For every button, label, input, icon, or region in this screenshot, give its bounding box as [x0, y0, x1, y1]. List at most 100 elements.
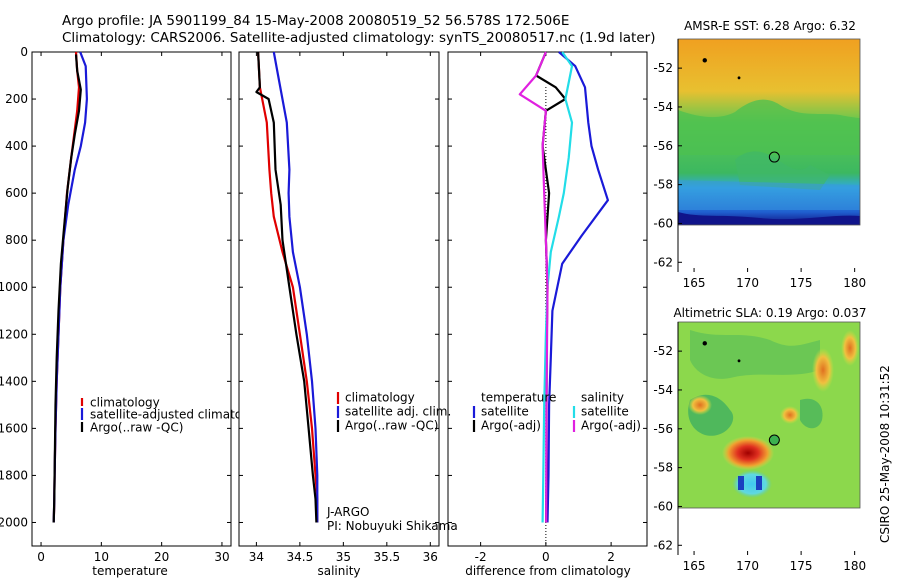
sla_map-ytick-label: -52 [653, 344, 673, 358]
sst_map-ytick-label: -52 [653, 61, 673, 75]
sla_map-xtick-label: 170 [736, 559, 759, 573]
salinity-plot: 34 34.5 35 35.5 36 [239, 51, 439, 564]
sst_map-ytick-label: -54 [653, 100, 673, 114]
annotation-pi: PI: Nobuyuki Shikama [327, 519, 458, 533]
sst-map-axes: 165 170 175 180 -52 -54 -56 -58 -60 -62 [653, 39, 866, 290]
sla-map-axes: 165 170 175 180 -52 -54 -56 -58 -60 -62 [653, 322, 866, 573]
side-timestamp: CSIRO 25-May-2008 10:31:52 [878, 365, 892, 543]
difference-xtick-label: -2 [475, 550, 487, 564]
difference-plot: -2 0 2 [448, 51, 647, 564]
legend-heading-salinity: salinity [581, 391, 624, 405]
sst_map-ytick-label: -58 [653, 178, 673, 192]
sla-orange-anomaly-3 [688, 395, 712, 415]
sla-blue-cell-1 [738, 476, 744, 490]
temperature-ytick-label: 800 [5, 233, 28, 247]
sst_map-xtick-label: 180 [843, 276, 866, 290]
salinity-xtick-label: 35 [336, 550, 351, 564]
sla-orange-anomaly-1 [812, 348, 834, 392]
sla-red-anomaly [722, 436, 774, 470]
legend-label-salinity-argo: Argo(-adj) [581, 419, 641, 433]
sst_map-island-dot [737, 76, 741, 80]
legend-label-argo: Argo(..raw -QC) [345, 419, 438, 433]
sst_map-xtick-label: 170 [736, 276, 759, 290]
sla-blue-cell-2 [756, 476, 762, 490]
sst-dark-blue-band [678, 212, 860, 225]
sla-green-patch-1 [690, 330, 820, 379]
sla_map-float-marker [768, 434, 780, 446]
legend-label-temperature-satellite: satellite [481, 405, 529, 419]
sla-orange-anomaly-2 [841, 330, 859, 366]
temperature-plot: 0 10 20 30 0 200 400 600 800 1000 1200 1400 1600 1800… [0, 45, 231, 564]
temperature-xtick-label: 0 [37, 550, 45, 564]
temperature-xtick-label: 10 [94, 550, 109, 564]
sla_map-island-dot [702, 341, 707, 346]
sst_map-ytick-label: -60 [653, 216, 673, 230]
temperature-legend: climatology satellite-adjusted climatolo… [80, 396, 268, 435]
temperature-ytick-label: 400 [5, 139, 28, 153]
figure-title-line-2: Climatology: CARS2006. Satellite-adjuste… [62, 30, 655, 46]
temperature-axes [31, 51, 232, 547]
salinity-xtick-label: 36 [423, 550, 438, 564]
temperature-ytick-label: 1000 [0, 280, 28, 294]
sla_map-ytick-label: -54 [653, 383, 673, 397]
salinity-xtick-label: 35.5 [373, 550, 400, 564]
difference-series-salinity-satellite [541, 51, 574, 523]
sla_map-xtick-label: 175 [790, 559, 813, 573]
difference-xtick-label: 0 [542, 550, 550, 564]
temperature-xlabel: temperature [92, 564, 167, 578]
sla_map-ytick-label: -56 [653, 422, 673, 436]
sla_map-xtick-label: 180 [843, 559, 866, 573]
sst-map-heatmap [678, 39, 860, 225]
temperature-xtick-label: 30 [214, 550, 229, 564]
sst_map-xtick-label: 165 [683, 276, 706, 290]
salinity-xtick-label: 34 [249, 550, 264, 564]
sst_map-float-marker [768, 151, 780, 163]
sla_map-ytick-label: -58 [653, 461, 673, 475]
legend-label-climatology: climatology [90, 396, 160, 410]
temperature-series-climatology [52, 51, 81, 523]
temperature-ytick-label: 1200 [0, 327, 28, 341]
legend-label-temperature-argo: Argo(-adj) [481, 419, 541, 433]
sla-map-heatmap [678, 322, 860, 508]
legend-label-argo: Argo(..raw -QC) [90, 421, 183, 435]
temperature-ytick-label: 1800 [0, 468, 28, 482]
legend-label-climatology: climatology [345, 391, 415, 405]
sst-blue-band [678, 180, 860, 210]
difference-xtick-label: 2 [607, 550, 615, 564]
legend-label-satellite-adjusted: satellite-adjusted climatology [90, 408, 268, 422]
temperature-xtick-label: 20 [154, 550, 169, 564]
temperature-ytick-label: 2000 [0, 515, 28, 529]
temperature-series-argo-raw-qc [52, 54, 82, 523]
sla_map-ytick-label: -62 [653, 538, 673, 552]
salinity-series-satellite-adj-clim [272, 51, 319, 523]
difference-legend: temperature satellite Argo(-adj) salinit… [472, 391, 641, 433]
sst_map-island-dot [702, 58, 707, 63]
sst-green-band [678, 99, 860, 155]
temperature-ytick-label: 200 [5, 92, 28, 106]
sla-orange-anomaly-4 [780, 406, 800, 424]
difference-axes [447, 51, 648, 547]
sst_map-xtick-label: 175 [790, 276, 813, 290]
temperature-ytick-label: 1400 [0, 374, 28, 388]
salinity-legend: climatology satellite adj. clim. Argo(..… [336, 391, 451, 433]
sst-green-patch [735, 151, 830, 190]
legend-label-satellite-adj: satellite adj. clim. [345, 405, 451, 419]
sla-green-patch-3 [800, 398, 823, 429]
sst_map-ytick-label: -56 [653, 139, 673, 153]
temperature-ytick-label: 1600 [0, 421, 28, 435]
sla_map-xtick-label: 165 [683, 559, 706, 573]
salinity-axes [238, 51, 440, 547]
difference-series-salinity-argo-adj [518, 51, 549, 523]
sst_map-ytick-label: -62 [653, 255, 673, 269]
figure-title-line-1: Argo profile: JA 5901199_84 15-May-2008 … [62, 13, 569, 29]
difference-series-temperature-argo-adj [534, 51, 567, 523]
sla_map-ytick-label: -60 [653, 499, 673, 513]
temperature-ytick-label: 600 [5, 186, 28, 200]
legend-heading-temperature: temperature [481, 391, 556, 405]
salinity-xtick-label: 34.5 [287, 550, 314, 564]
salinity-xlabel: salinity [317, 564, 360, 578]
difference-xlabel: difference from climatology [465, 564, 631, 578]
salinity-series-argo-raw-qc [255, 51, 318, 523]
sst-map-title: AMSR-E SST: 6.28 Argo: 6.32 [684, 19, 856, 33]
